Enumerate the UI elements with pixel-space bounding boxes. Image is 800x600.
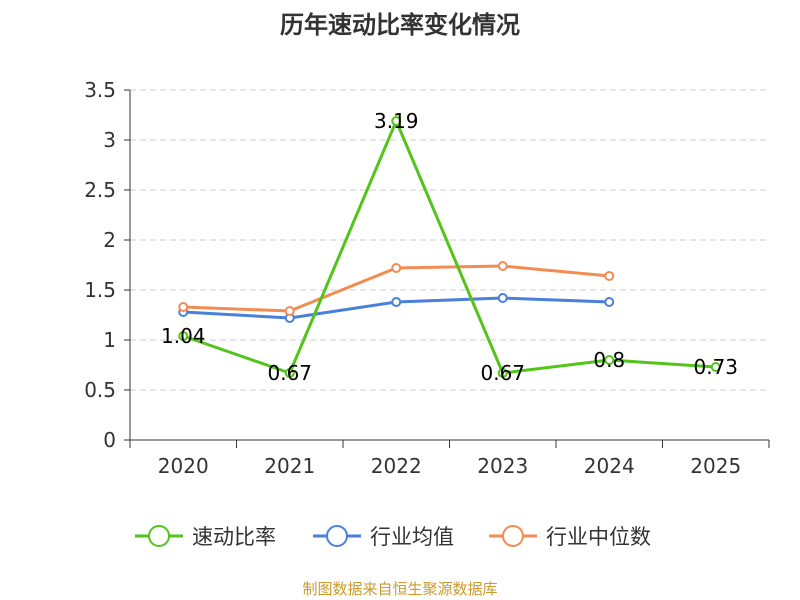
data-point[interactable] bbox=[178, 331, 189, 341]
data-point[interactable] bbox=[604, 355, 615, 365]
y-tick-label: 0.5 bbox=[84, 378, 116, 402]
legend[interactable]: 速动比率 行业均值 行业中位数 bbox=[135, 525, 651, 549]
data-point[interactable] bbox=[178, 302, 189, 312]
x-tick-label: 2022 bbox=[371, 454, 422, 478]
axes: 0 0.5 1 1.5 2 2.5 3 3.5 2020 2021 2022 2023 2024 2025 bbox=[84, 78, 770, 478]
legend-label: 行业中位数 bbox=[546, 525, 651, 549]
legend-marker-icon bbox=[502, 525, 524, 547]
y-tick-label: 1.5 bbox=[84, 278, 116, 302]
grid bbox=[130, 89, 769, 391]
data-label: 0.8 bbox=[593, 348, 625, 372]
data-point[interactable] bbox=[497, 293, 508, 303]
legend-item[interactable]: 行业均值 bbox=[313, 525, 454, 549]
data-label: 3.19 bbox=[374, 109, 419, 133]
x-tick-label: 2024 bbox=[584, 454, 635, 478]
x-tick-label: 2025 bbox=[690, 454, 741, 478]
data-point[interactable] bbox=[284, 368, 295, 378]
x-tick-label: 2020 bbox=[158, 454, 209, 478]
data-point[interactable] bbox=[710, 362, 721, 372]
y-tick-label: 0 bbox=[103, 428, 116, 452]
chart-title: 历年速动比率变化情况 bbox=[280, 11, 520, 39]
y-tick-label: 3.5 bbox=[84, 78, 116, 102]
data-point[interactable] bbox=[497, 368, 508, 378]
source-note: 制图数据来自恒生聚源数据库 bbox=[302, 580, 497, 598]
data-labels: 1.04 0.67 3.19 0.67 0.8 0.73 bbox=[161, 109, 738, 385]
legend-item[interactable]: 行业中位数 bbox=[489, 525, 651, 549]
data-label: 0.73 bbox=[693, 355, 738, 379]
data-point[interactable] bbox=[391, 263, 402, 273]
y-tick-label: 2 bbox=[103, 228, 116, 252]
legend-label: 速动比率 bbox=[192, 525, 276, 549]
legend-item[interactable]: 速动比率 bbox=[135, 525, 276, 549]
series-line bbox=[181, 119, 718, 375]
data-point[interactable] bbox=[391, 297, 402, 307]
y-tick-label: 2.5 bbox=[84, 178, 116, 202]
data-point[interactable] bbox=[604, 271, 615, 281]
data-point[interactable] bbox=[391, 116, 402, 126]
series bbox=[178, 116, 721, 378]
data-point[interactable] bbox=[604, 297, 615, 307]
legend-marker-icon bbox=[326, 525, 348, 547]
x-tick-label: 2021 bbox=[264, 454, 315, 478]
y-tick-label: 3 bbox=[103, 128, 116, 152]
data-point[interactable] bbox=[284, 306, 295, 316]
data-label: 1.04 bbox=[161, 324, 206, 348]
data-point[interactable] bbox=[497, 261, 508, 271]
legend-marker-icon bbox=[148, 525, 170, 547]
data-label: 0.67 bbox=[267, 361, 312, 385]
x-tick-label: 2023 bbox=[477, 454, 528, 478]
data-label: 0.67 bbox=[480, 361, 525, 385]
y-tick-label: 1 bbox=[103, 328, 116, 352]
legend-label: 行业均值 bbox=[370, 525, 454, 549]
